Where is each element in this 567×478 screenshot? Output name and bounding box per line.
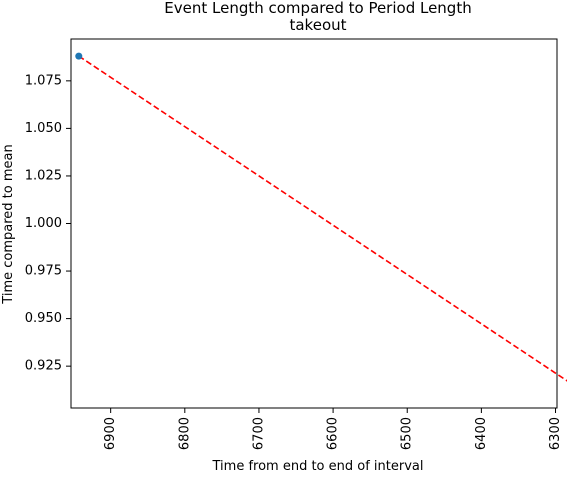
y-tick-label: 1.025 xyxy=(25,168,62,183)
y-tick-label: 1.050 xyxy=(25,121,62,136)
series-layer xyxy=(75,52,567,382)
trend-line xyxy=(78,55,567,382)
x-tick-label: 6900 xyxy=(103,417,118,450)
y-tick-label: 1.075 xyxy=(25,73,62,88)
chart-subtitle: takeout xyxy=(289,16,346,34)
x-tick-label: 6600 xyxy=(326,417,341,450)
y-tick-label: 1.000 xyxy=(25,216,62,231)
y-tick-label: 0.975 xyxy=(25,264,62,279)
x-axis-ticks: 6900 6800 6700 6600 6500 6400 6300 xyxy=(103,408,563,450)
y-tick-label: 0.950 xyxy=(25,311,62,326)
x-tick-label: 6800 xyxy=(177,417,192,450)
x-tick-label: 6400 xyxy=(474,417,489,450)
plot-frame xyxy=(70,38,558,409)
y-axis-label: Time compared to mean xyxy=(1,144,16,304)
y-tick-label: 0.925 xyxy=(25,359,62,374)
data-point xyxy=(75,52,83,60)
y-axis-ticks: 0.925 0.950 0.975 1.000 1.025 1.050 1.075 xyxy=(25,73,71,374)
x-tick-label: 6700 xyxy=(251,417,266,450)
x-tick-label: 6300 xyxy=(548,417,563,450)
x-tick-label: 6500 xyxy=(400,417,415,450)
chart-title: Event Length compared to Period Length xyxy=(164,0,471,17)
plot-area xyxy=(71,39,557,408)
x-axis-label: Time from end to end of interval xyxy=(212,459,424,474)
